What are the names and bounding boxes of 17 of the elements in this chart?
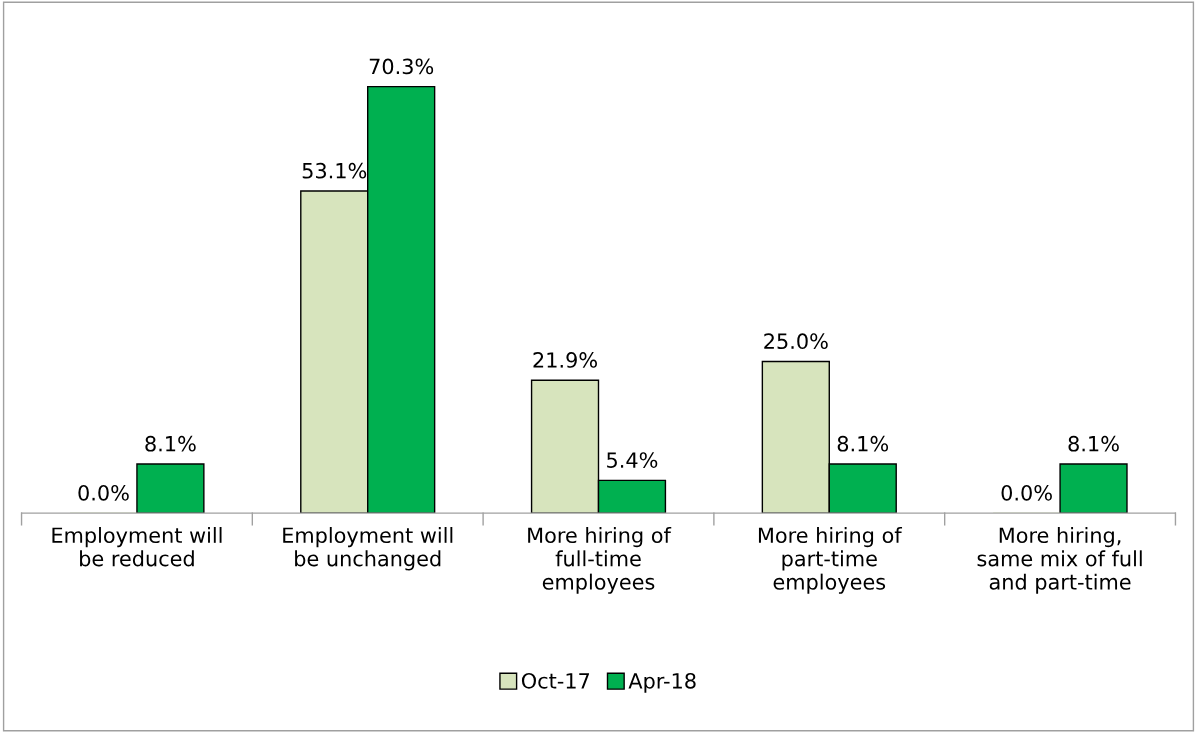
data-label: 0.0%	[78, 484, 129, 501]
x-tick-label: More hiring, same mix of full and part-time	[977, 526, 1142, 594]
legend-label: Apr-18	[628, 672, 696, 693]
data-label: 5.4%	[607, 452, 658, 468]
data-label: 8.1%	[145, 435, 196, 452]
legend-label: Oct-17	[521, 672, 590, 689]
data-label: 53.1%	[302, 162, 367, 179]
data-label: 8.1%	[1068, 435, 1119, 452]
data-label: 21.9%	[533, 352, 597, 368]
data-label: 25.0%	[764, 333, 828, 350]
data-label: 70.3%	[369, 58, 434, 75]
x-tick-label: More hiring of full-time employees	[528, 526, 672, 594]
x-tick-label: Employment will be reduced	[52, 526, 222, 567]
x-tick-label: Employment will be unchanged	[283, 526, 453, 571]
x-tick-label: More hiring of part-time employees	[758, 526, 903, 594]
data-label: 8.1%	[837, 435, 889, 452]
data-label: 0.0%	[1001, 484, 1052, 501]
